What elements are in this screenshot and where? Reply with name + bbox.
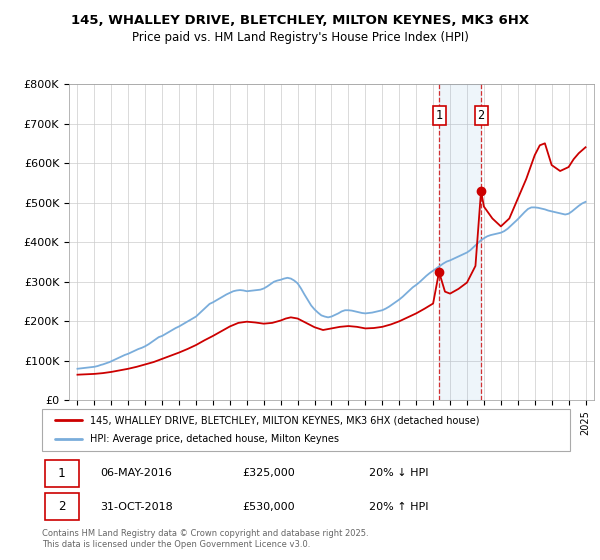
Bar [439, 84, 481, 400]
Text: £530,000: £530,000 [242, 502, 295, 512]
FancyBboxPatch shape [44, 460, 79, 487]
Text: £325,000: £325,000 [242, 468, 295, 478]
Text: 145, WHALLEY DRIVE, BLETCHLEY, MILTON KEYNES, MK3 6HX (detached house): 145, WHALLEY DRIVE, BLETCHLEY, MILTON KE… [89, 415, 479, 425]
Text: 31-OCT-2018: 31-OCT-2018 [100, 502, 173, 512]
Text: Contains HM Land Registry data © Crown copyright and database right 2025.
This d: Contains HM Land Registry data © Crown c… [42, 529, 368, 549]
FancyBboxPatch shape [44, 493, 79, 520]
Text: 20% ↑ HPI: 20% ↑ HPI [370, 502, 429, 512]
Text: Price paid vs. HM Land Registry's House Price Index (HPI): Price paid vs. HM Land Registry's House … [131, 31, 469, 44]
Text: 06-MAY-2016: 06-MAY-2016 [100, 468, 172, 478]
Text: 1: 1 [436, 109, 443, 122]
Text: 2: 2 [478, 109, 485, 122]
Text: 20% ↓ HPI: 20% ↓ HPI [370, 468, 429, 478]
Text: 145, WHALLEY DRIVE, BLETCHLEY, MILTON KEYNES, MK3 6HX: 145, WHALLEY DRIVE, BLETCHLEY, MILTON KE… [71, 14, 529, 27]
Text: HPI: Average price, detached house, Milton Keynes: HPI: Average price, detached house, Milt… [89, 435, 338, 445]
FancyBboxPatch shape [42, 409, 570, 451]
Text: 2: 2 [58, 500, 65, 514]
Text: 1: 1 [58, 466, 65, 480]
